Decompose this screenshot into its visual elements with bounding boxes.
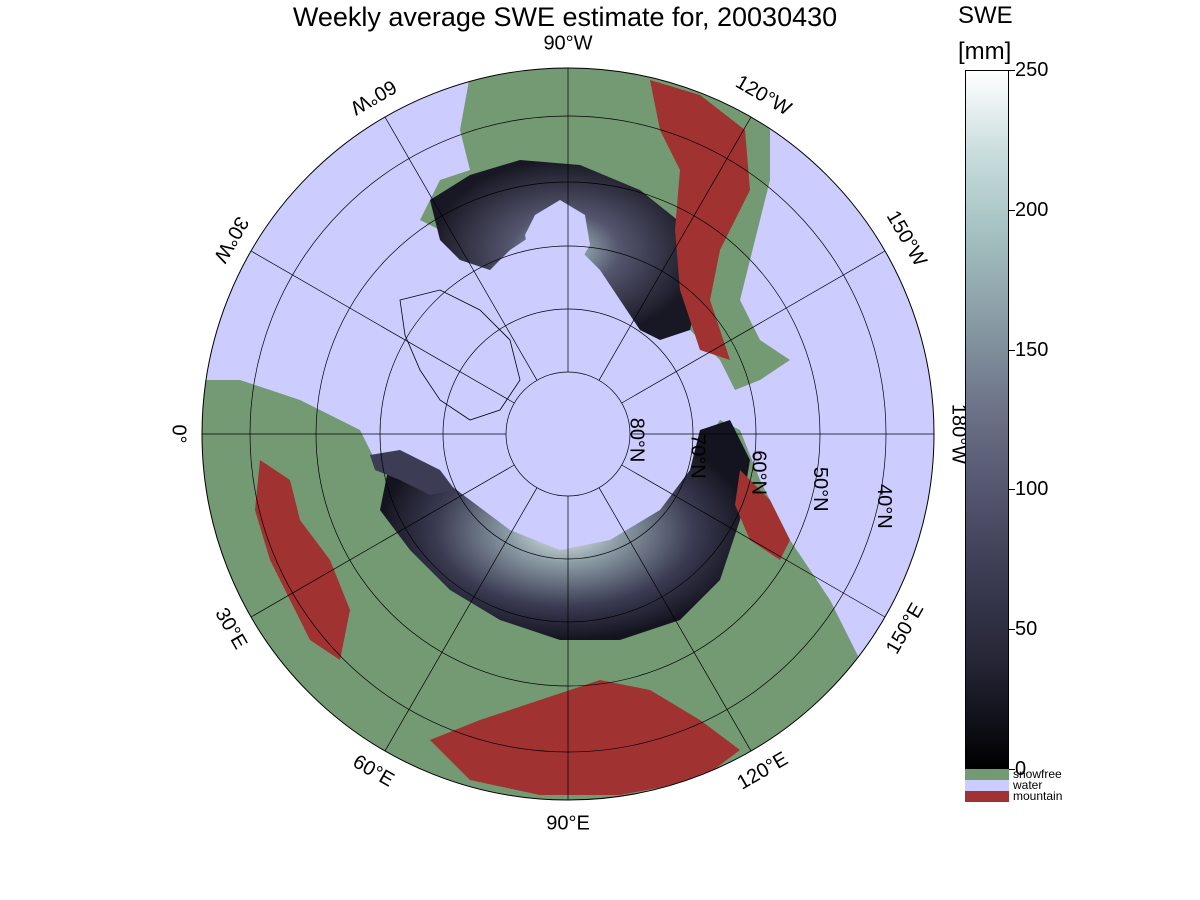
graticule [202,68,934,800]
longitude-label: 90°W [543,32,592,54]
longitude-label: 30°E [210,604,251,653]
colorbar-tick-label: 250 [1015,59,1049,81]
colorbar-tick-label: 0 [1015,758,1027,780]
legend-label-water: water [1013,778,1043,792]
colorbar-title: SWE [958,2,1013,29]
longitude-label: 30°W [209,213,253,267]
longitude-label: 60°W [346,75,400,119]
longitude-label: 0° [168,424,190,443]
longitude-label: 180°W [948,404,970,464]
meridian-line [250,464,515,618]
legend-swatch-mountain [965,791,1009,802]
legend-swatch-water [965,780,1009,791]
east-siberia-mountain [735,470,790,560]
legend-swatch-snowfree [965,769,1009,780]
colorbar-tick-mark [1009,70,1015,71]
latitude-label: 50°N [809,467,831,512]
hudson-bay [525,200,590,280]
legend-label-mountain: mountain [1013,789,1063,803]
meridian-line [598,116,752,381]
colorbar-tick-mark [1009,629,1015,631]
latitude-labels: 80°N 70°N 60°N 50°N 40°N [626,418,895,529]
meridian-line [384,116,538,381]
eurasia-snow [380,420,750,640]
latitude-label: 60°N [747,450,769,495]
colorbar-tick-mark [1009,769,1015,770]
meridian-line [621,250,886,404]
colorbar-tick-label: 100 [1015,478,1049,501]
legend-label-snowfree: snowfree [1013,767,1062,781]
europe-mountain [255,460,350,660]
colorbar-unit: [mm] [958,38,1012,65]
chart-title: Weekly average SWE estimate for, 2003043… [292,2,838,32]
greenland [399,289,521,421]
colorbar-tick-label: 150 [1015,338,1049,361]
meridian-line [250,250,515,404]
longitude-label: 90°E [546,812,590,834]
colorbar-tick-mark [1009,489,1015,491]
rockies-mountain [650,80,750,360]
latitude-label: 80°N [626,418,648,463]
map-boundary [201,67,935,801]
colorbar-tick-mark [1009,209,1015,211]
scandinavia-snow [370,450,455,495]
latitude-label: 70°N [686,434,708,479]
meridian-line [598,487,752,752]
longitude-label: 60°E [349,751,398,792]
meridian-line [384,487,538,752]
asia-mountain [430,680,740,795]
meridian-line [621,464,886,618]
colorbar-tick-label: 200 [1015,198,1049,221]
latitude-label: 40°N [873,484,895,529]
colorbar-tick-label: 50 [1015,618,1038,641]
north-america-snow [430,160,700,340]
colorbar-tick-mark [1009,349,1015,351]
colorbar [965,70,1009,769]
